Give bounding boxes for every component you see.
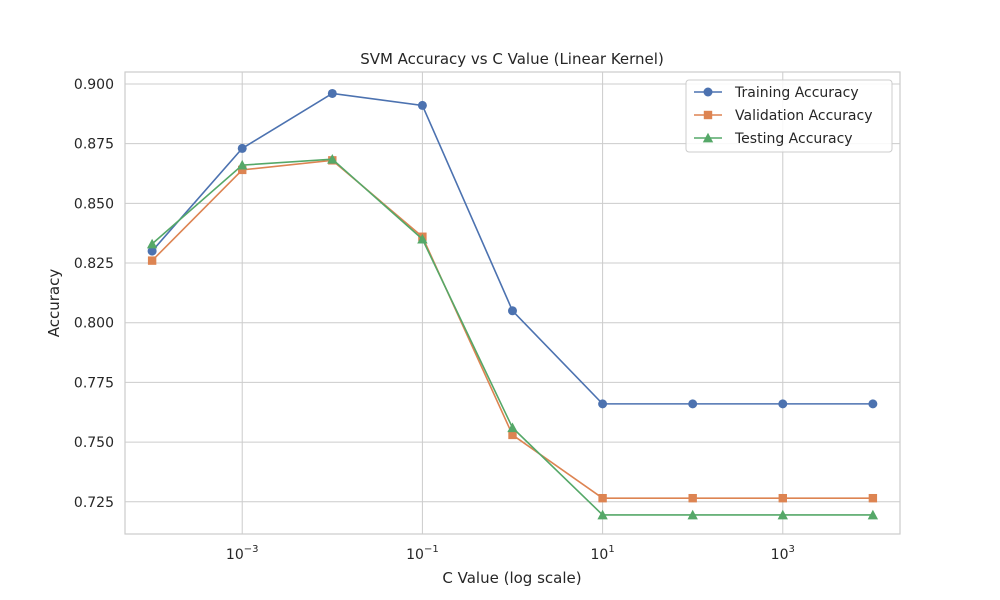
y-tick-label: 0.825 bbox=[74, 256, 114, 272]
legend-marker bbox=[702, 132, 714, 143]
data-point bbox=[238, 165, 247, 175]
data-point bbox=[867, 509, 879, 520]
data-point bbox=[417, 100, 427, 110]
x-axis-ticks: 10−3 10−1 101 103 bbox=[226, 544, 795, 563]
y-tick-label: 0.800 bbox=[74, 316, 114, 332]
data-point bbox=[327, 153, 338, 164]
data-point bbox=[237, 143, 247, 153]
data-point bbox=[146, 238, 158, 249]
plot-area bbox=[124, 71, 901, 535]
series-training-accuracy bbox=[147, 88, 878, 409]
data-point bbox=[778, 493, 787, 503]
legend-label: Training Accuracy bbox=[734, 85, 859, 101]
data-point bbox=[147, 246, 157, 256]
x-tick-exponent: −3 bbox=[244, 544, 259, 555]
data-point bbox=[687, 509, 698, 520]
legend-label: Validation Accuracy bbox=[735, 108, 873, 124]
data-point bbox=[597, 509, 608, 520]
data-point bbox=[147, 256, 157, 265]
legend: Training Accuracy Validation Accuracy Test… bbox=[685, 79, 893, 153]
data-point bbox=[237, 159, 248, 170]
y-tick-label: 0.750 bbox=[74, 435, 114, 451]
data-point bbox=[598, 493, 607, 503]
data-point bbox=[508, 430, 517, 440]
data-point bbox=[508, 306, 517, 316]
series-testing-accuracy bbox=[146, 153, 879, 520]
data-point bbox=[507, 422, 518, 433]
legend-label: Testing Accuracy bbox=[734, 131, 853, 147]
x-tick-base: 10 bbox=[590, 547, 608, 563]
y-tick-label: 0.900 bbox=[74, 77, 114, 93]
y-axis-label: Accuracy bbox=[45, 269, 63, 338]
x-tick-base: 10 bbox=[771, 547, 789, 563]
y-tick-label: 0.725 bbox=[74, 495, 114, 511]
data-point bbox=[777, 509, 788, 520]
data-point bbox=[868, 493, 878, 503]
x-tick-label: 10−1 bbox=[406, 544, 439, 563]
data-point bbox=[868, 399, 878, 409]
x-tick-base: 10 bbox=[406, 547, 424, 563]
series-layer bbox=[146, 88, 879, 520]
series-validation-accuracy bbox=[147, 156, 878, 503]
y-axis-ticks: 0.725 0.750 0.775 0.800 0.825 0.850 0.875 0.900 bbox=[74, 77, 114, 511]
y-tick-label: 0.775 bbox=[74, 375, 114, 391]
legend-item: Validation Accuracy bbox=[694, 108, 873, 124]
data-point bbox=[598, 399, 608, 409]
x-tick-label: 101 bbox=[590, 544, 614, 563]
x-tick-label: 10−3 bbox=[226, 544, 259, 563]
y-tick-label: 0.875 bbox=[74, 137, 114, 153]
x-tick-exponent: 1 bbox=[608, 544, 614, 555]
y-tick-label: 0.850 bbox=[74, 196, 114, 212]
series-line bbox=[151, 159, 873, 499]
legend-marker bbox=[703, 110, 713, 120]
data-point bbox=[327, 88, 337, 98]
data-point bbox=[778, 399, 788, 409]
data-point bbox=[688, 493, 697, 503]
grid bbox=[125, 72, 900, 534]
x-tick-base: 10 bbox=[226, 547, 244, 563]
x-tick-label: 103 bbox=[771, 544, 795, 563]
chart-title: SVM Accuracy vs C Value (Linear Kernel) bbox=[360, 50, 664, 68]
legend-box bbox=[685, 79, 893, 153]
legend-item: Training Accuracy bbox=[694, 85, 859, 101]
x-tick-exponent: −1 bbox=[424, 544, 439, 555]
x-tick-exponent: 3 bbox=[789, 544, 795, 555]
x-axis-label: C Value (log scale) bbox=[442, 569, 581, 587]
series-line bbox=[151, 158, 873, 516]
data-point bbox=[417, 233, 428, 244]
legend-marker bbox=[703, 87, 713, 97]
legend-item: Testing Accuracy bbox=[694, 131, 853, 147]
data-point bbox=[688, 399, 698, 409]
